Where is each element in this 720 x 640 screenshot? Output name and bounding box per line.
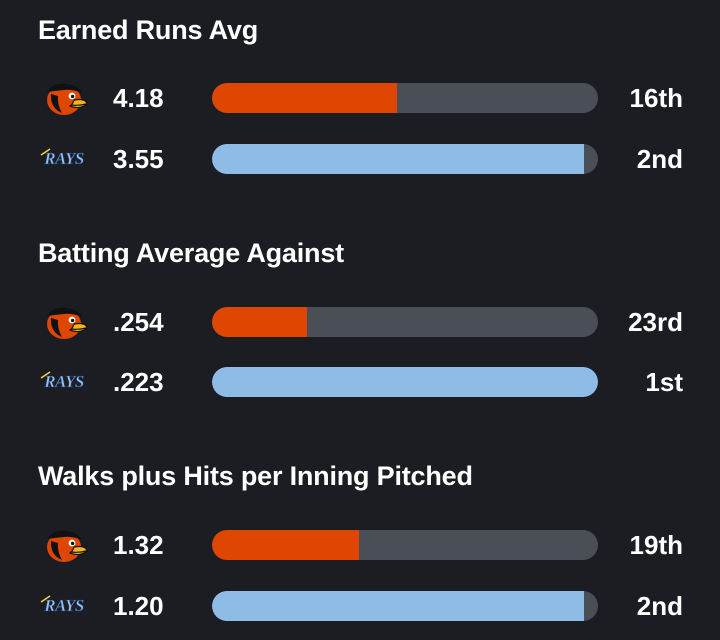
orioles-bird-icon [36,80,92,116]
orioles-bird-icon [36,304,92,340]
svg-text:RAYS: RAYS [43,596,84,615]
rays-wordmark-icon: RAYS [36,141,92,177]
stat-rank: 2nd [636,591,683,621]
bar-track [212,307,598,337]
svg-text:RAYS: RAYS [43,149,84,168]
stat-value: .254 [113,307,164,337]
svg-text:RAYS: RAYS [43,372,84,391]
stat-value: 4.18 [113,83,164,113]
bar-track [212,591,598,621]
stat-title: Walks plus Hits per Inning Pitched [38,461,473,491]
stat-row-orioles: .254 23rd [0,304,720,340]
bar-fill [212,367,598,397]
stat-value: .223 [113,367,164,397]
stat-title: Batting Average Against [38,238,344,268]
orioles-bird-icon [36,527,92,563]
stat-row-rays: RAYS .223 1st [0,364,720,400]
stat-rank: 16th [629,83,683,113]
bar-fill [212,83,397,113]
stat-value: 1.20 [113,591,164,621]
rays-wordmark-icon: RAYS [36,364,92,400]
stat-rank: 23rd [628,307,683,337]
stat-rank: 19th [629,530,683,560]
rays-wordmark-icon: RAYS [36,588,92,624]
bar-track [212,144,598,174]
bar-fill [212,144,584,174]
stat-row-orioles: 4.18 16th [0,80,720,116]
bar-fill [212,591,584,621]
stat-value: 3.55 [113,144,164,174]
stat-value: 1.32 [113,530,164,560]
stat-row-orioles: 1.32 19th [0,527,720,563]
stat-row-rays: RAYS 1.20 2nd [0,588,720,624]
stat-rank: 1st [645,367,683,397]
bar-track [212,83,598,113]
stat-rank: 2nd [636,144,683,174]
stat-row-rays: RAYS 3.55 2nd [0,141,720,177]
bar-track [212,530,598,560]
stat-title: Earned Runs Avg [38,15,259,45]
bar-fill [212,307,307,337]
bar-track [212,367,598,397]
bar-fill [212,530,359,560]
